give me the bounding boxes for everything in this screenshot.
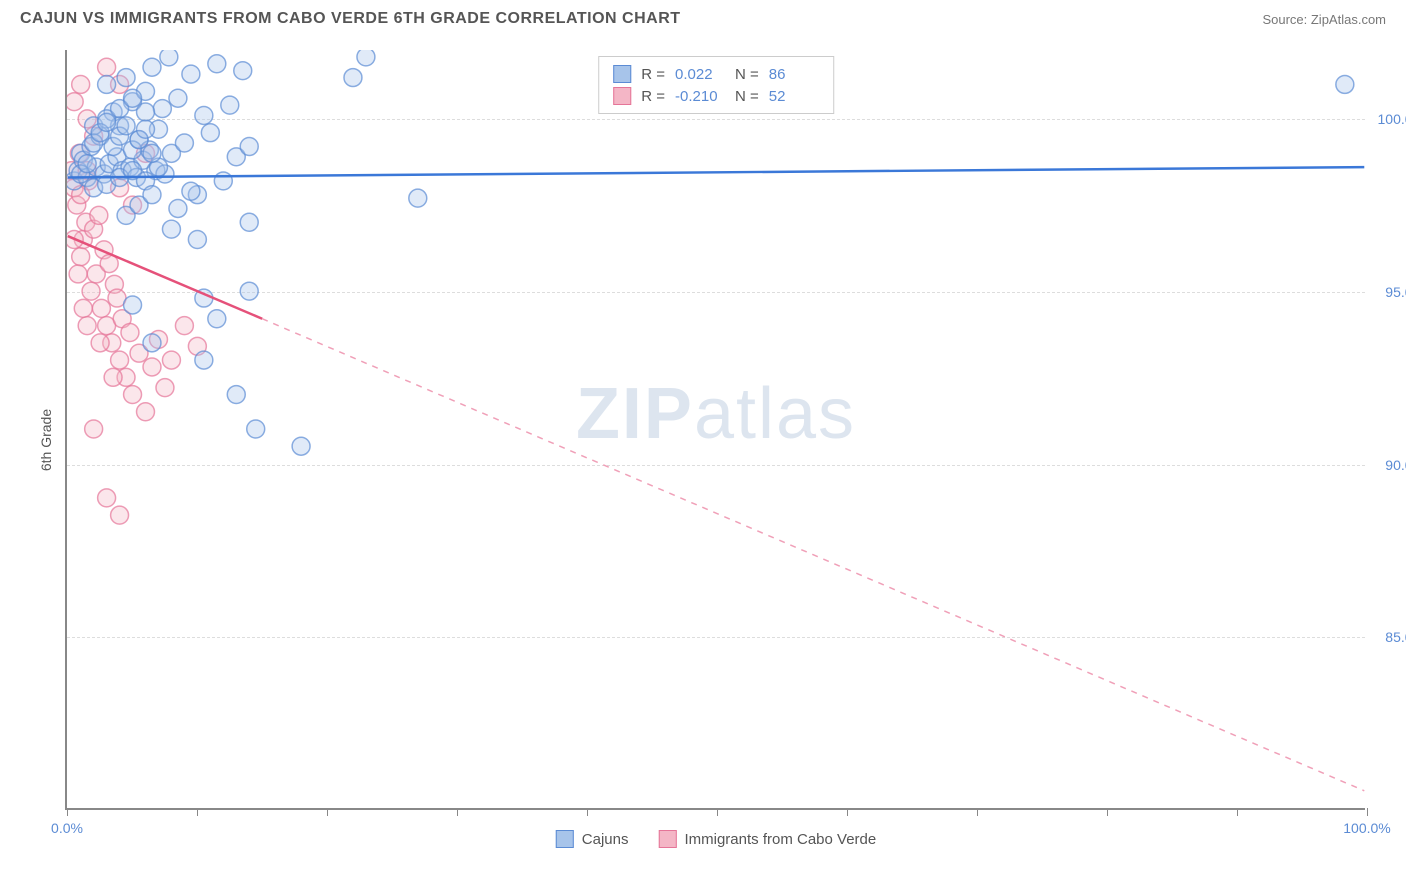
x-tick xyxy=(977,808,978,816)
x-tick xyxy=(1367,808,1368,816)
x-tick xyxy=(1237,808,1238,816)
header: CAJUN VS IMMIGRANTS FROM CABO VERDE 6TH … xyxy=(0,0,1406,38)
x-tick xyxy=(67,808,68,816)
y-tick-label: 95.0% xyxy=(1385,284,1406,300)
x-tick xyxy=(717,808,718,816)
bottom-legend: Cajuns Immigrants from Cabo Verde xyxy=(556,830,876,848)
legend-item-cajuns: Cajuns xyxy=(556,830,629,848)
x-tick xyxy=(457,808,458,816)
swatch-cajuns xyxy=(613,65,631,83)
plot-svg xyxy=(67,50,1365,808)
x-tick xyxy=(847,808,848,816)
source-label: Source: ZipAtlas.com xyxy=(1262,12,1386,27)
x-tick-label: 0.0% xyxy=(51,820,83,836)
x-tick-label: 100.0% xyxy=(1343,820,1390,836)
y-tick-label: 85.0% xyxy=(1385,629,1406,645)
x-tick xyxy=(587,808,588,816)
plot-region: ZIPatlas R = 0.022 N = 86 R = -0.210 N =… xyxy=(65,50,1365,810)
legend-item-cabo-verde: Immigrants from Cabo Verde xyxy=(658,830,876,848)
legend-swatch-cajuns xyxy=(556,830,574,848)
chart-area: 6th Grade ZIPatlas R = 0.022 N = 86 R = … xyxy=(45,50,1385,830)
y-axis-label: 6th Grade xyxy=(38,409,54,471)
y-tick-label: 100.0% xyxy=(1378,111,1406,127)
swatch-cabo-verde xyxy=(613,87,631,105)
stats-legend: R = 0.022 N = 86 R = -0.210 N = 52 xyxy=(598,56,834,114)
stats-row-cabo-verde: R = -0.210 N = 52 xyxy=(613,85,819,107)
chart-title: CAJUN VS IMMIGRANTS FROM CABO VERDE 6TH … xyxy=(20,10,681,28)
stats-row-cajuns: R = 0.022 N = 86 xyxy=(613,63,819,85)
x-tick xyxy=(327,808,328,816)
x-tick xyxy=(197,808,198,816)
legend-swatch-cabo-verde xyxy=(658,830,676,848)
y-tick-label: 90.0% xyxy=(1385,457,1406,473)
x-tick xyxy=(1107,808,1108,816)
